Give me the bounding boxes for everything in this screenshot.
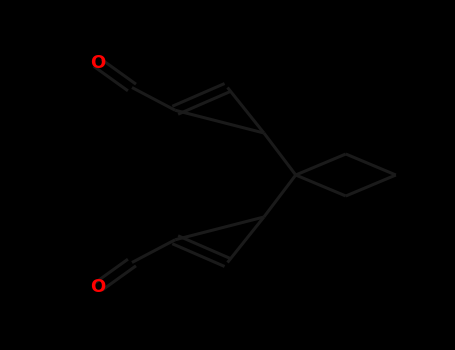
Text: O: O (90, 54, 106, 72)
Text: O: O (90, 278, 106, 296)
